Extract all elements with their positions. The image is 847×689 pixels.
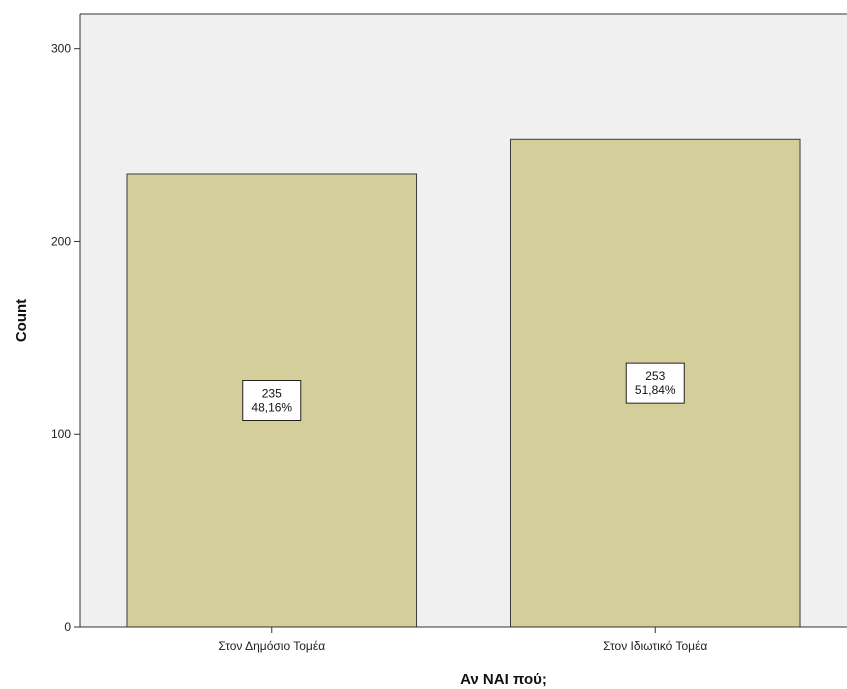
x-category-label: Στον Δημόσιο Τομέα (218, 639, 325, 653)
y-axis: 0 100 200 300 (51, 13, 847, 634)
y-tick-label: 100 (51, 427, 71, 441)
data-label-percent: 48,16% (251, 400, 292, 414)
data-label-percent: 51,84% (635, 383, 676, 397)
y-tick-label: 0 (64, 620, 71, 634)
x-category-label: Στον Ιδιωτικό Τομέα (603, 639, 707, 653)
data-label-box (242, 379, 302, 421)
data-label-count: 253 (645, 369, 665, 383)
y-tick-label: 300 (51, 42, 71, 56)
y-tick-label: 200 (51, 234, 71, 248)
data-label-count: 235 (262, 386, 282, 400)
x-axis: Στον Δημόσιο Τομέα Στον Ιδιωτικό Τομέα (80, 626, 847, 653)
y-axis-title: Count (13, 299, 30, 342)
data-label-box (625, 362, 685, 404)
x-axis-title: Αν ΝΑΙ πού; (460, 671, 547, 688)
